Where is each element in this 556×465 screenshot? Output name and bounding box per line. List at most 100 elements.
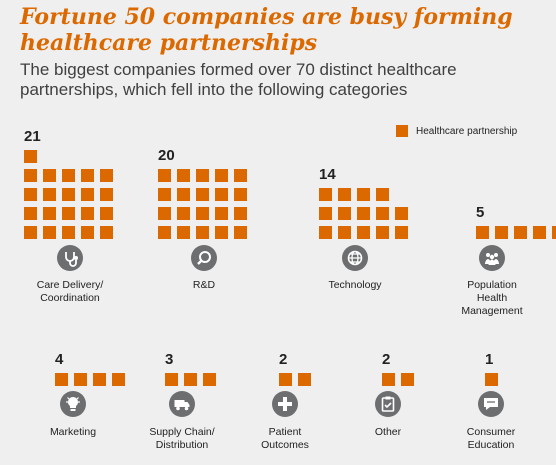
category-label: Patient Outcomes bbox=[261, 426, 309, 451]
partnership-square bbox=[495, 226, 508, 239]
category-count: 21 bbox=[24, 128, 41, 145]
people-icon bbox=[479, 245, 505, 271]
partnership-square bbox=[485, 373, 498, 386]
partnership-square bbox=[81, 188, 94, 201]
partnership-square bbox=[43, 188, 56, 201]
partnership-square bbox=[62, 188, 75, 201]
category-label: Population Health Management bbox=[461, 279, 523, 317]
partnership-square bbox=[62, 207, 75, 220]
partnership-square bbox=[24, 150, 37, 163]
partnership-square bbox=[158, 188, 171, 201]
partnership-square bbox=[196, 169, 209, 182]
partnership-square bbox=[298, 373, 311, 386]
partnership-square bbox=[55, 373, 68, 386]
partnership-square bbox=[177, 226, 190, 239]
partnership-square bbox=[81, 226, 94, 239]
partnership-square bbox=[184, 373, 197, 386]
chart-subtitle: The biggest companies formed over 70 dis… bbox=[20, 60, 457, 99]
category-count: 5 bbox=[476, 204, 485, 221]
partnership-square bbox=[158, 226, 171, 239]
category-count: 4 bbox=[55, 351, 64, 368]
partnership-square bbox=[215, 226, 228, 239]
partnership-square bbox=[401, 373, 414, 386]
stethoscope-icon bbox=[57, 245, 83, 271]
category-count: 3 bbox=[165, 351, 174, 368]
partnership-square bbox=[196, 207, 209, 220]
chart-title: Fortune 50 companies are busy forming he… bbox=[20, 4, 513, 56]
partnership-square bbox=[112, 373, 125, 386]
partnership-square bbox=[203, 373, 216, 386]
partnership-square bbox=[177, 207, 190, 220]
medical-cross-icon bbox=[272, 391, 298, 417]
partnership-square bbox=[552, 226, 556, 239]
partnership-square bbox=[382, 373, 395, 386]
legend-label: Healthcare partnership bbox=[416, 125, 518, 137]
partnership-square bbox=[81, 207, 94, 220]
legend-swatch bbox=[396, 125, 408, 137]
partnership-square bbox=[319, 207, 332, 220]
partnership-square bbox=[158, 207, 171, 220]
magnifier-icon bbox=[191, 245, 217, 271]
partnership-square bbox=[100, 207, 113, 220]
partnership-square bbox=[165, 373, 178, 386]
partnership-square bbox=[158, 169, 171, 182]
partnership-square bbox=[533, 226, 546, 239]
category-label: Supply Chain/Distribution bbox=[149, 426, 215, 451]
category-count: 2 bbox=[382, 351, 391, 368]
truck-icon bbox=[169, 391, 195, 417]
partnership-square bbox=[62, 226, 75, 239]
partnership-square bbox=[376, 226, 389, 239]
partnership-square bbox=[24, 226, 37, 239]
partnership-square bbox=[177, 169, 190, 182]
partnership-square bbox=[279, 373, 292, 386]
partnership-square bbox=[338, 207, 351, 220]
partnership-square bbox=[357, 207, 370, 220]
partnership-square bbox=[196, 188, 209, 201]
category-count: 2 bbox=[279, 351, 288, 368]
partnership-square bbox=[196, 226, 209, 239]
partnership-square bbox=[319, 226, 332, 239]
partnership-square bbox=[357, 188, 370, 201]
category-label: Marketing bbox=[49, 426, 97, 438]
clipboard-icon bbox=[375, 391, 401, 417]
partnership-square bbox=[43, 207, 56, 220]
partnership-square bbox=[395, 207, 408, 220]
partnership-square bbox=[100, 169, 113, 182]
lightbulb-icon bbox=[60, 391, 86, 417]
globe-icon bbox=[342, 245, 368, 271]
partnership-square bbox=[215, 207, 228, 220]
partnership-square bbox=[24, 188, 37, 201]
partnership-square bbox=[476, 226, 489, 239]
category-label: R&D bbox=[192, 279, 216, 291]
partnership-square bbox=[234, 207, 247, 220]
partnership-square bbox=[376, 207, 389, 220]
partnership-square bbox=[215, 188, 228, 201]
partnership-square bbox=[100, 188, 113, 201]
partnership-square bbox=[24, 169, 37, 182]
partnership-square bbox=[100, 226, 113, 239]
chat-bubble-icon bbox=[478, 391, 504, 417]
category-label: Other bbox=[374, 426, 402, 438]
partnership-square bbox=[24, 207, 37, 220]
category-count: 20 bbox=[158, 147, 175, 164]
category-label: Technology bbox=[328, 279, 382, 291]
partnership-square bbox=[376, 188, 389, 201]
partnership-square bbox=[234, 226, 247, 239]
partnership-square bbox=[514, 226, 527, 239]
partnership-square bbox=[81, 169, 94, 182]
partnership-square bbox=[177, 188, 190, 201]
partnership-square bbox=[338, 226, 351, 239]
partnership-square bbox=[215, 169, 228, 182]
partnership-square bbox=[395, 226, 408, 239]
category-label: Consumer Education bbox=[466, 426, 516, 451]
partnership-square bbox=[43, 226, 56, 239]
partnership-square bbox=[338, 188, 351, 201]
partnership-square bbox=[62, 169, 75, 182]
partnership-square bbox=[234, 169, 247, 182]
partnership-square bbox=[43, 169, 56, 182]
partnership-square bbox=[74, 373, 87, 386]
partnership-square bbox=[234, 188, 247, 201]
partnership-square bbox=[93, 373, 106, 386]
partnership-square bbox=[319, 188, 332, 201]
partnership-square bbox=[357, 226, 370, 239]
